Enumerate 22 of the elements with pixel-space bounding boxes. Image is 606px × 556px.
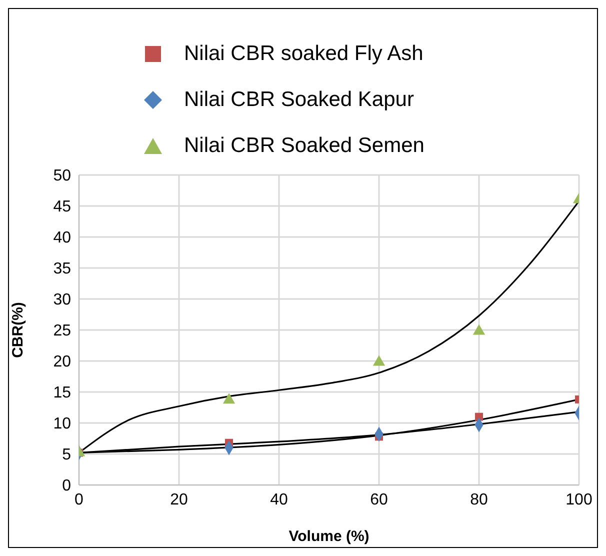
- legend-label: Nilai CBR soaked Fly Ash: [184, 41, 424, 67]
- x-tick-label: 40: [270, 491, 288, 508]
- y-tick-label: 20: [53, 354, 72, 371]
- y-tick-label: 5: [62, 446, 72, 464]
- y-tick-label: 15: [53, 384, 72, 402]
- y-tick-label: 40: [53, 230, 72, 247]
- legend-label: Nilai CBR Soaked Semen: [184, 133, 424, 159]
- y-tick-label: 50: [53, 168, 72, 185]
- x-tick-label: 80: [470, 491, 488, 508]
- legend-label: Nilai CBR Soaked Kapur: [184, 87, 414, 113]
- x-tick-label: 60: [370, 491, 388, 508]
- x-axis-title: Volume (%): [288, 528, 370, 545]
- x-tick-label: 100: [566, 491, 592, 508]
- y-tick-label: 30: [53, 292, 72, 309]
- x-tick-label: 20: [170, 491, 188, 508]
- y-axis-title: CBR(%): [9, 302, 26, 358]
- y-tick-label: 0: [62, 478, 72, 495]
- y-tick-label: 25: [53, 322, 72, 340]
- y-tick-label: 10: [53, 416, 72, 433]
- x-tick-label: 0: [74, 491, 84, 508]
- y-tick-label: 45: [53, 198, 72, 216]
- y-tick-label: 35: [53, 260, 72, 278]
